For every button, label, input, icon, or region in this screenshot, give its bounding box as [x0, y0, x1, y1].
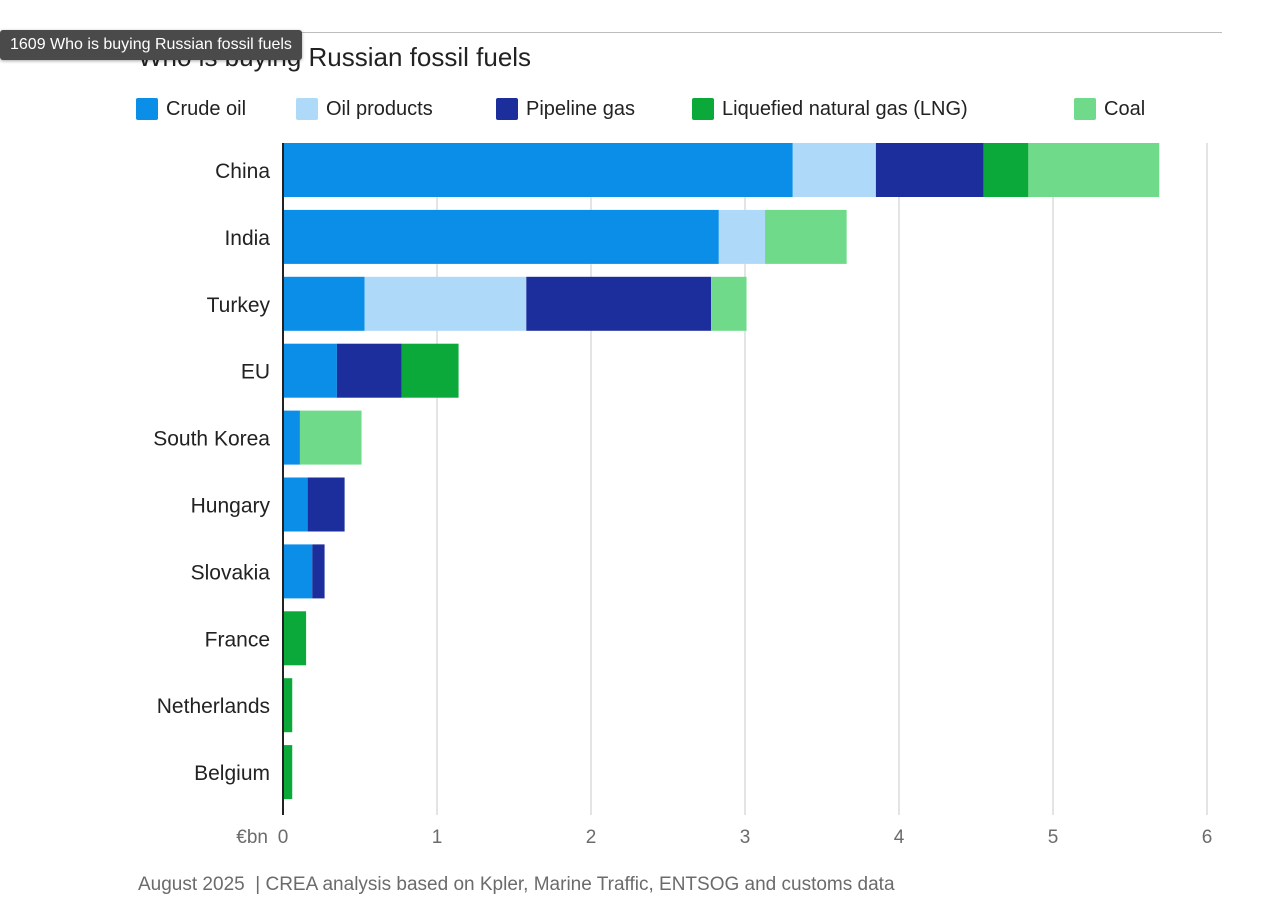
bar-turkey-oil-products: [364, 276, 527, 331]
bar-india-oil-products: [718, 209, 766, 264]
bar-belgium-liquefied-natural-gas-lng: [283, 745, 293, 800]
legend-item-crude-oil[interactable]: Crude oil: [136, 96, 246, 122]
bar-hungary-pipeline-gas: [307, 477, 345, 532]
bar-slovakia-crude-oil: [283, 544, 313, 599]
legend-label-oil-products: Oil products: [326, 97, 433, 120]
bar-china-crude-oil: [283, 143, 793, 197]
bar-india-crude-oil: [283, 209, 719, 264]
bar-eu-crude-oil: [283, 343, 337, 398]
category-label-turkey: Turkey: [207, 294, 271, 317]
tooltip: 1609 Who is buying Russian fossil fuels: [0, 30, 302, 60]
legend-item-coal[interactable]: Coal: [1074, 96, 1145, 122]
legend-swatch-crude-oil: [136, 98, 158, 120]
legend-label-coal: Coal: [1104, 97, 1146, 120]
legend-label-crude-oil: Crude oil: [166, 97, 247, 120]
legend: Crude oil Oil products Pipeline gas Liqu…: [136, 96, 1226, 122]
category-label-france: France: [205, 628, 270, 651]
x-tick-label-4: 4: [894, 827, 905, 848]
top-rule: [138, 32, 1222, 33]
category-label-south-korea: South Korea: [153, 428, 270, 451]
bar-china-coal: [1028, 143, 1160, 197]
x-tick-label-1: 1: [432, 827, 443, 848]
bar-south-korea-crude-oil: [283, 410, 300, 465]
x-tick-label-2: 2: [586, 827, 597, 848]
bar-turkey-pipeline-gas: [526, 276, 712, 331]
legend-item-oil-products[interactable]: Oil products: [296, 96, 433, 122]
bar-france-liquefied-natural-gas-lng: [283, 611, 307, 666]
bar-china-pipeline-gas: [875, 143, 984, 197]
x-tick-label-6: 6: [1202, 827, 1213, 848]
legend-swatch-coal: [1074, 98, 1096, 120]
category-label-eu: EU: [241, 361, 270, 384]
category-label-hungary: Hungary: [191, 495, 271, 518]
bar-eu-pipeline-gas: [336, 343, 402, 398]
category-label-slovakia: Slovakia: [191, 561, 271, 584]
category-label-netherlands: Netherlands: [157, 695, 270, 718]
source-footer: August 2025 | CREA analysis based on Kpl…: [138, 874, 895, 895]
x-tick-label-3: 3: [740, 827, 751, 848]
category-label-india: India: [224, 227, 270, 250]
category-label-belgium: Belgium: [194, 762, 270, 785]
legend-swatch-oil-products: [296, 98, 318, 120]
bar-turkey-coal: [711, 276, 747, 331]
bar-china-liquefied-natural-gas-lng: [983, 143, 1029, 197]
category-label-china: China: [215, 160, 270, 183]
legend-swatch-pipeline-gas: [496, 98, 518, 120]
bar-netherlands-liquefied-natural-gas-lng: [283, 678, 293, 733]
bar-eu-liquefied-natural-gas-lng: [401, 343, 459, 398]
bar-china-oil-products: [792, 143, 876, 197]
legend-label-lng: Liquefied natural gas (LNG): [722, 97, 968, 120]
x-axis-unit-label: €bn: [236, 827, 268, 848]
legend-item-pipeline-gas[interactable]: Pipeline gas: [496, 96, 635, 122]
x-tick-label-5: 5: [1048, 827, 1059, 848]
bar-turkey-crude-oil: [283, 276, 365, 331]
bar-slovakia-pipeline-gas: [312, 544, 325, 599]
bar-south-korea-coal: [299, 410, 362, 465]
bar-hungary-crude-oil: [283, 477, 308, 532]
legend-label-pipeline-gas: Pipeline gas: [526, 97, 635, 120]
legend-item-lng[interactable]: Liquefied natural gas (LNG): [692, 96, 968, 122]
legend-swatch-lng: [692, 98, 714, 120]
bar-india-coal: [765, 209, 847, 264]
x-tick-label-0: 0: [278, 827, 289, 848]
